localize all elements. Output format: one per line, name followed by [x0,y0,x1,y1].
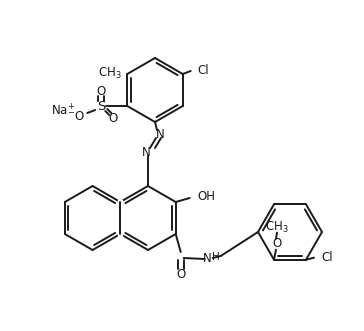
Text: O: O [176,267,185,280]
Text: N: N [203,253,212,265]
Text: N: N [142,146,150,159]
Text: O: O [97,84,106,98]
Text: S: S [97,100,106,113]
Text: H: H [212,252,219,262]
Text: Cl: Cl [198,65,209,77]
Text: OH: OH [198,191,216,204]
Text: $^{-}$O: $^{-}$O [67,110,85,122]
Text: Na$^{+}$: Na$^{+}$ [51,103,75,118]
Text: CH$_3$: CH$_3$ [265,220,289,235]
Text: N: N [156,127,165,140]
Text: Cl: Cl [321,251,333,264]
Text: O: O [272,237,282,250]
Text: CH$_3$: CH$_3$ [98,66,121,80]
Text: O: O [109,112,118,124]
